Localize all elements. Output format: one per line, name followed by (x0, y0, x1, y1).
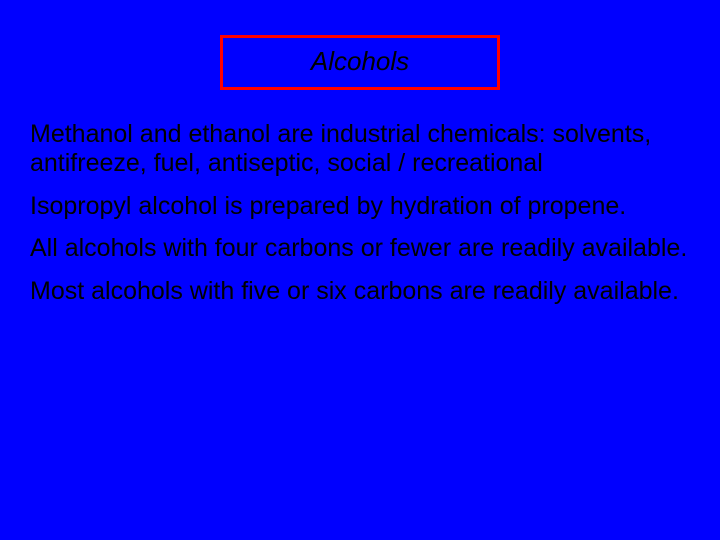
title-box: Alcohols (220, 35, 500, 90)
paragraph: Most alcohols with five or six carbons a… (30, 277, 700, 306)
slide-title: Alcohols (311, 46, 409, 76)
paragraph: Isopropyl alcohol is prepared by hydrati… (30, 192, 700, 221)
paragraph: All alcohols with four carbons or fewer … (30, 234, 700, 263)
slide-content: Methanol and ethanol are industrial chem… (0, 120, 720, 306)
paragraph: Methanol and ethanol are industrial chem… (30, 120, 700, 178)
slide: Alcohols Methanol and ethanol are indust… (0, 0, 720, 540)
